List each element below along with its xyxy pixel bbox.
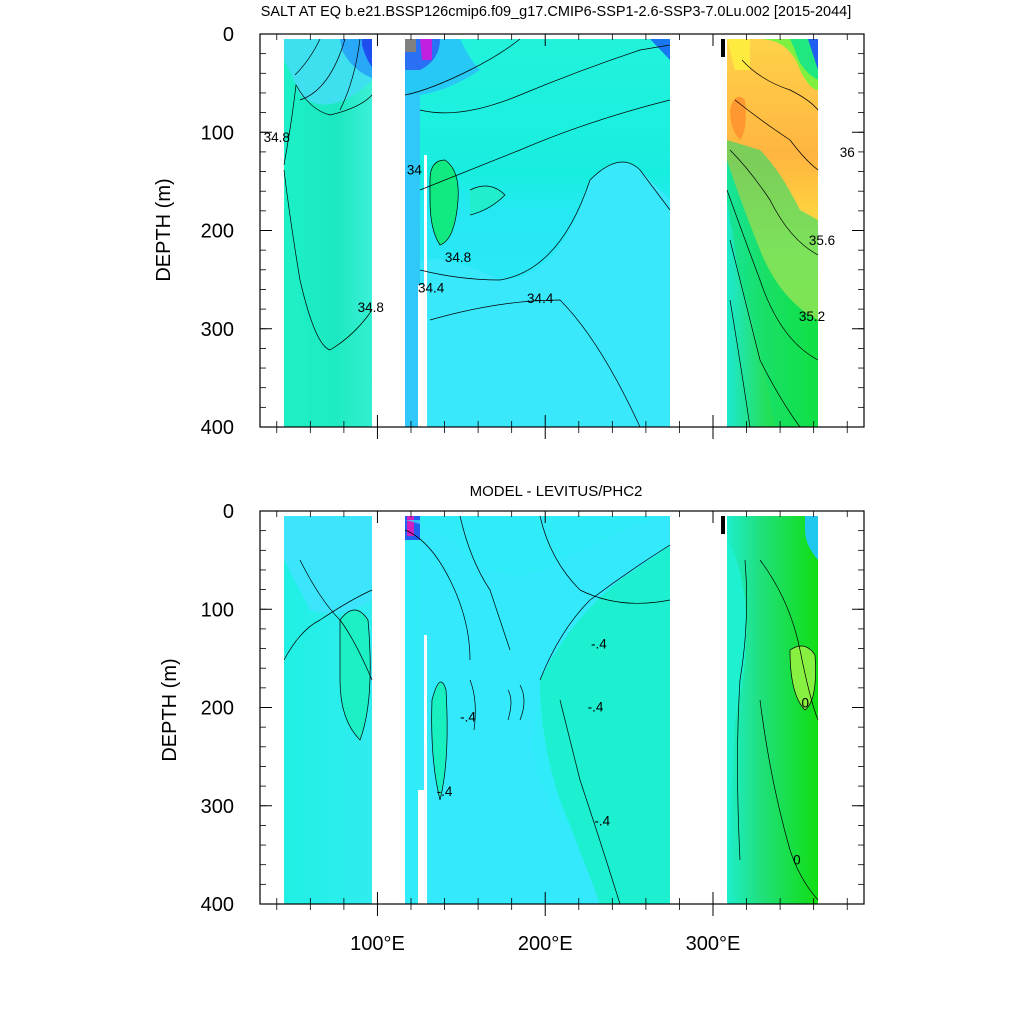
contour-label: 0 xyxy=(802,696,810,711)
y-tick-label: 0 xyxy=(223,24,234,46)
y-tick-label: 400 xyxy=(201,417,234,439)
contour-label: -.4 xyxy=(591,637,607,652)
y-tick-label: 200 xyxy=(201,221,234,243)
contour-label: 36 xyxy=(840,145,855,160)
y-tick-label: 300 xyxy=(201,796,234,818)
contour-label: 34.8 xyxy=(358,300,384,315)
contour-label: 34.8 xyxy=(264,130,290,145)
salinity-panel: SALT AT EQ b.e21.BSSP126cmip6.f09_g17.CM… xyxy=(153,4,865,439)
bottom-axes: 0 100 200 300 400 100°E 200°E 300°E xyxy=(201,501,864,955)
y-tick-label: 100 xyxy=(201,122,234,144)
contour-label: 34 xyxy=(407,162,423,177)
contour-label: 34.8 xyxy=(445,250,471,265)
y-axis-label: DEPTH (m) xyxy=(159,658,181,761)
difference-panel: MODEL - LEVITUS/PHC2 xyxy=(159,483,865,955)
difference-field xyxy=(284,516,818,904)
contour-label: 34.4 xyxy=(418,280,445,295)
contour-label: -.4 xyxy=(437,784,453,799)
contour-lines xyxy=(283,515,819,905)
y-tick-label: 200 xyxy=(201,698,234,720)
contour-label: 35.2 xyxy=(799,309,825,324)
contour-label: 35.6 xyxy=(809,233,835,248)
contour-lines xyxy=(283,38,819,428)
x-tick-label: 100°E xyxy=(350,933,405,955)
contour-label: -.4 xyxy=(460,709,476,724)
y-tick-label: 0 xyxy=(223,501,234,523)
x-tick-label: 200°E xyxy=(518,933,573,955)
contour-label: -.4 xyxy=(588,699,604,714)
chart-title: MODEL - LEVITUS/PHC2 xyxy=(470,483,643,500)
top-axes: 0 100 200 300 400 xyxy=(201,24,864,439)
y-tick-label: 300 xyxy=(201,319,234,341)
contour-labels: -.4 -.4 -.4 -.4 -.4 0 0 xyxy=(437,637,809,868)
contour-label: -.4 xyxy=(594,813,610,828)
y-tick-label: 100 xyxy=(201,599,234,621)
y-axis-label: DEPTH (m) xyxy=(153,178,175,281)
contour-label: 34.4 xyxy=(527,291,554,306)
contour-label: 0 xyxy=(793,853,801,868)
salinity-field xyxy=(284,39,818,427)
x-tick-label: 300°E xyxy=(686,933,741,955)
chart-title: SALT AT EQ b.e21.BSSP126cmip6.f09_g17.CM… xyxy=(261,4,852,20)
y-tick-label: 400 xyxy=(201,894,234,916)
